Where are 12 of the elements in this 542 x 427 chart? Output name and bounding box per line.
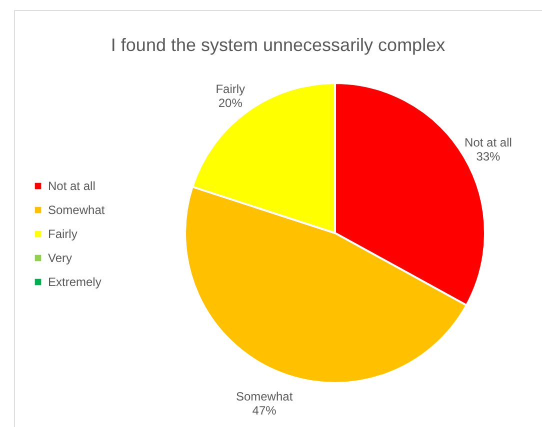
slice-label: Fairly — [216, 82, 246, 96]
chart-title: I found the system unnecessarily complex — [110, 35, 446, 55]
data-label: 20% — [218, 96, 243, 110]
legend-label: Extremely — [48, 275, 102, 289]
data-label: 47% — [252, 403, 277, 418]
data-label: 33% — [476, 149, 501, 164]
slice-label: Somewhat — [236, 389, 294, 404]
legend-label: Not at all — [48, 179, 96, 193]
legend-label: Very — [48, 251, 72, 265]
legend-label: Fairly — [48, 227, 78, 241]
slice-label: Not at all — [464, 135, 512, 150]
legend-label: Somewhat — [48, 203, 106, 217]
